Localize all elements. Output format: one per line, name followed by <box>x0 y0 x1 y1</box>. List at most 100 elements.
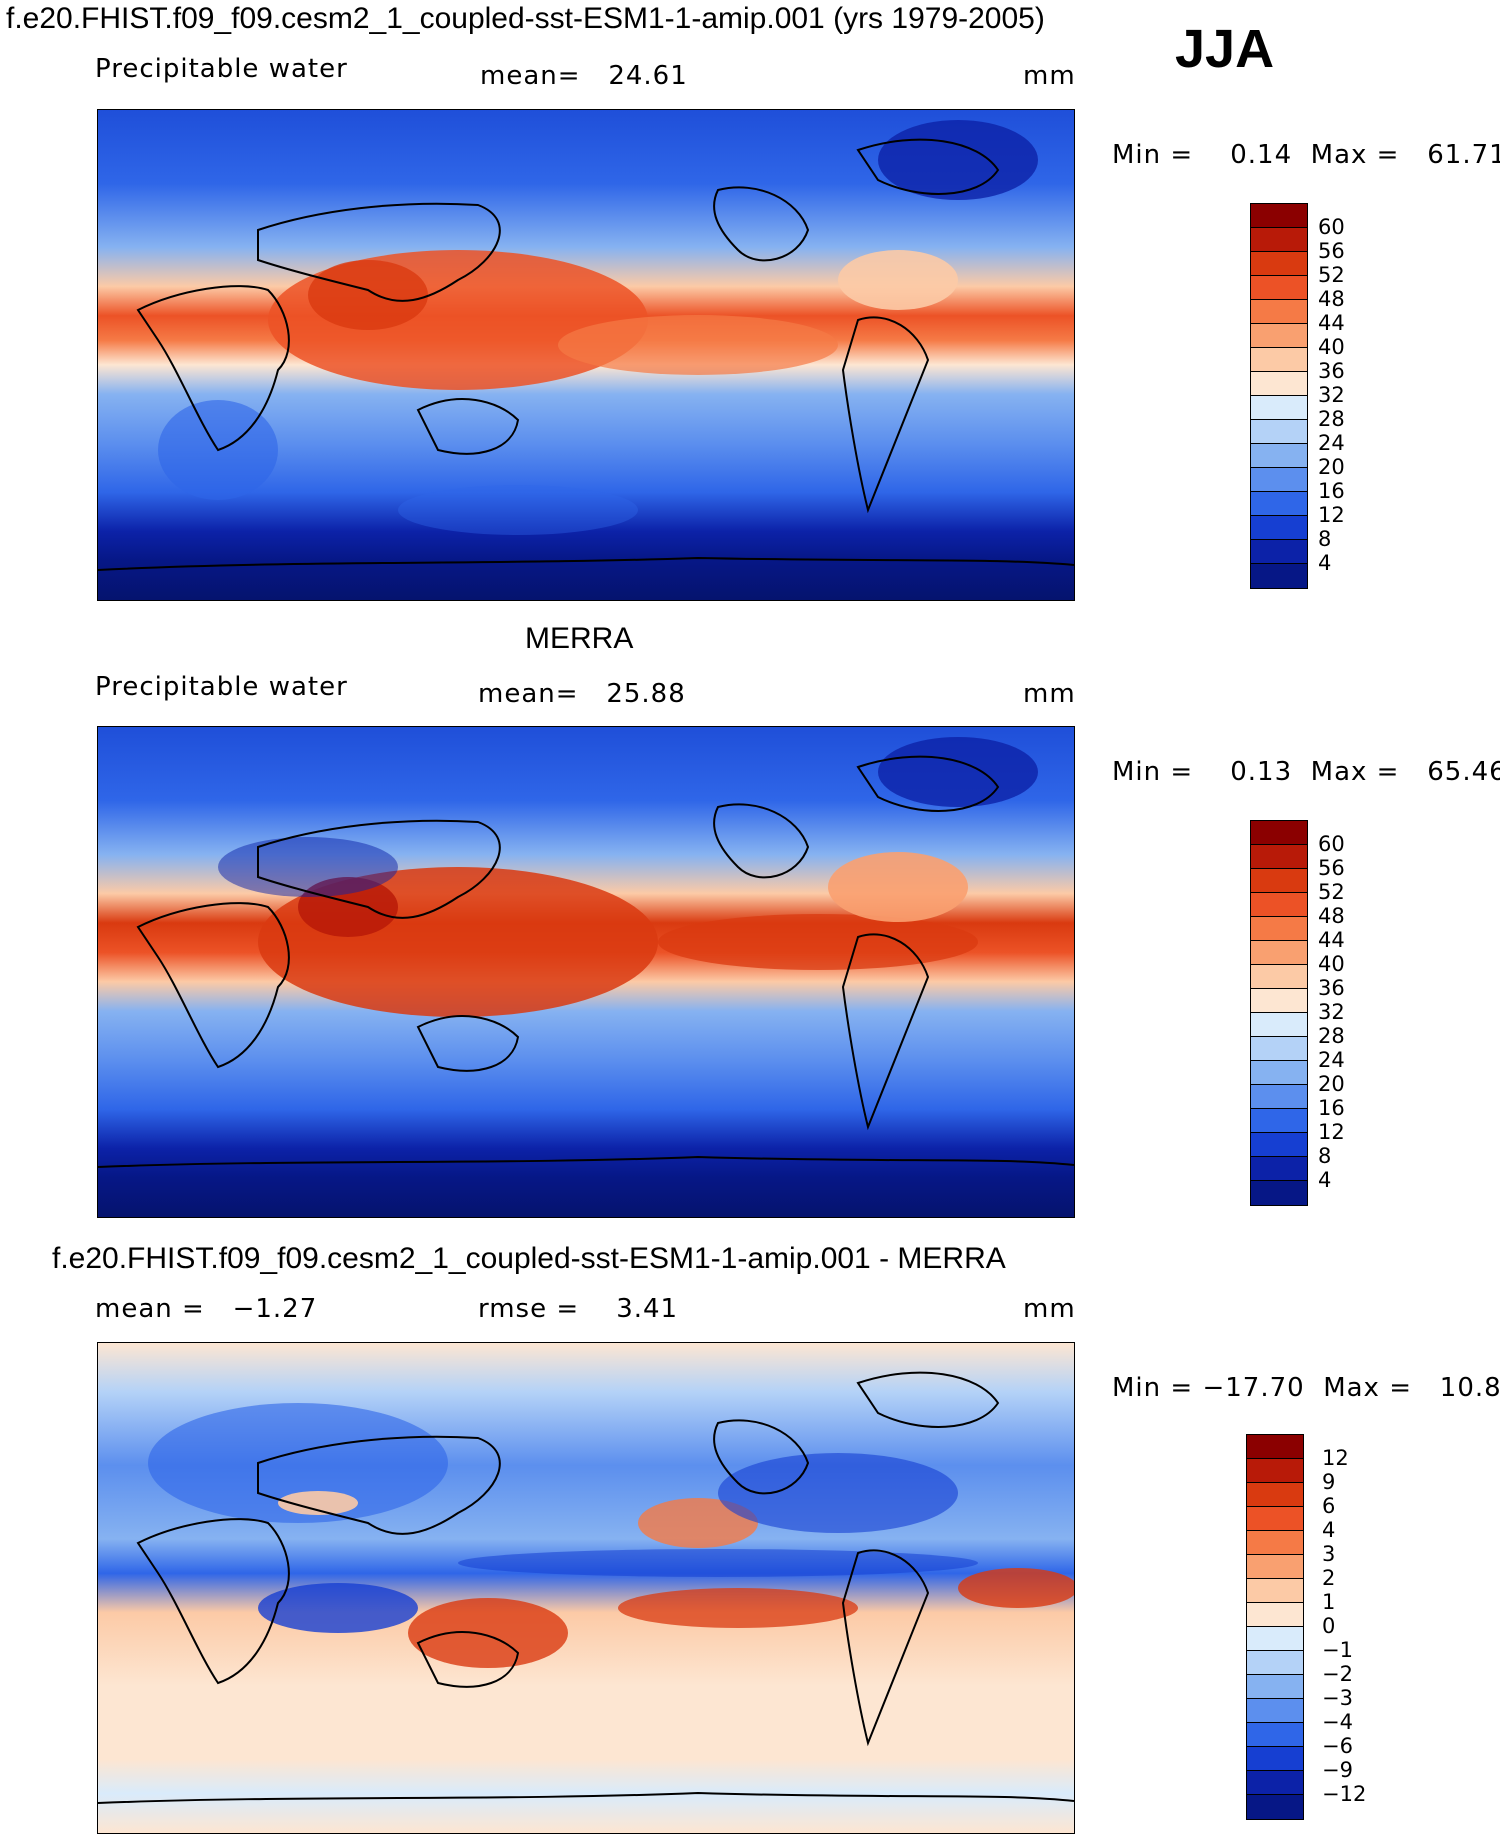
colorbar-swatch <box>1251 1133 1307 1157</box>
colorbar-tick-label: 20 <box>1318 455 1345 479</box>
colorbar-tick-label: 56 <box>1318 239 1345 263</box>
colorbar-swatch <box>1251 1157 1307 1181</box>
colorbar-tick-label: 4 <box>1322 1518 1336 1542</box>
colorbar-swatch <box>1247 1435 1303 1459</box>
colorbar-swatch <box>1247 1651 1303 1675</box>
panel2-map-graphic <box>98 727 1074 1217</box>
colorbar-swatch <box>1247 1459 1303 1483</box>
colorbar-tick-label: 12 <box>1318 1120 1345 1144</box>
colorbar-tick-label: −12 <box>1322 1782 1367 1806</box>
colorbar-swatch <box>1251 845 1307 869</box>
colorbar-tick-label: 16 <box>1318 1096 1345 1120</box>
colorbar-tick-label: 24 <box>1318 431 1345 455</box>
colorbar-tick-label: 44 <box>1318 928 1345 952</box>
colorbar-tick-label: 48 <box>1318 287 1345 311</box>
colorbar-tick-label: −2 <box>1322 1662 1353 1686</box>
colorbar-tick-label: 9 <box>1322 1470 1336 1494</box>
colorbar-tick-label: 52 <box>1318 263 1345 287</box>
colorbar-swatch <box>1251 564 1307 588</box>
panel3-colorbar <box>1246 1434 1304 1820</box>
colorbar-swatch <box>1251 1037 1307 1061</box>
panel1-mean: mean= 24.61 <box>480 61 688 91</box>
colorbar-tick-label: 4 <box>1318 1168 1332 1192</box>
colorbar-tick-label: 16 <box>1318 479 1345 503</box>
colorbar-tick-label: 32 <box>1318 1000 1345 1024</box>
colorbar-swatch <box>1251 1109 1307 1133</box>
colorbar-swatch <box>1251 468 1307 492</box>
colorbar-swatch <box>1247 1603 1303 1627</box>
panel2-colorbar <box>1250 820 1308 1206</box>
colorbar-tick-label: 48 <box>1318 904 1345 928</box>
panel3-rmse: rmse = 3.41 <box>478 1294 679 1324</box>
colorbar-swatch <box>1251 821 1307 845</box>
colorbar-swatch <box>1251 324 1307 348</box>
panel1-colorbar <box>1250 203 1308 589</box>
colorbar-swatch <box>1251 300 1307 324</box>
panel3-mean: mean = −1.27 <box>95 1294 318 1324</box>
panel3-minmax: Min = −17.70 Max = 10.89 <box>1112 1373 1500 1403</box>
colorbar-swatch <box>1251 348 1307 372</box>
colorbar-swatch <box>1251 989 1307 1013</box>
colorbar-swatch <box>1247 1747 1303 1771</box>
colorbar-swatch <box>1251 917 1307 941</box>
colorbar-tick-label: 2 <box>1322 1566 1336 1590</box>
panel1-map <box>97 109 1075 601</box>
colorbar-tick-label: 1 <box>1322 1590 1336 1614</box>
panel3-map <box>97 1342 1075 1834</box>
colorbar-tick-label: 8 <box>1318 1144 1332 1168</box>
colorbar-swatch <box>1251 372 1307 396</box>
colorbar-tick-label: 12 <box>1318 503 1345 527</box>
colorbar-tick-label: 36 <box>1318 976 1345 1000</box>
colorbar-tick-label: 6 <box>1322 1494 1336 1518</box>
colorbar-tick-label: 44 <box>1318 311 1345 335</box>
colorbar-tick-label: −1 <box>1322 1638 1353 1662</box>
colorbar-tick-label: 8 <box>1318 527 1332 551</box>
colorbar-swatch <box>1247 1771 1303 1795</box>
colorbar-tick-label: 32 <box>1318 383 1345 407</box>
colorbar-swatch <box>1247 1723 1303 1747</box>
colorbar-swatch <box>1251 965 1307 989</box>
colorbar-swatch <box>1247 1627 1303 1651</box>
colorbar-swatch <box>1251 1061 1307 1085</box>
colorbar-tick-label: −6 <box>1322 1734 1353 1758</box>
colorbar-tick-label: −4 <box>1322 1710 1353 1734</box>
colorbar-tick-label: −9 <box>1322 1758 1353 1782</box>
colorbar-swatch <box>1251 396 1307 420</box>
colorbar-swatch <box>1247 1555 1303 1579</box>
colorbar-swatch <box>1251 420 1307 444</box>
panel1-field-label: Precipitable water <box>95 54 348 84</box>
panel1-map-graphic <box>98 110 1074 600</box>
panel3-title: f.e20.FHIST.f09_f09.cesm2_1_coupled-sst-… <box>52 1242 1006 1275</box>
colorbar-swatch <box>1251 1085 1307 1109</box>
colorbar-swatch <box>1247 1579 1303 1603</box>
colorbar-swatch <box>1251 540 1307 564</box>
colorbar-tick-label: 12 <box>1322 1446 1349 1470</box>
colorbar-tick-label: 52 <box>1318 880 1345 904</box>
colorbar-tick-label: 40 <box>1318 952 1345 976</box>
colorbar-tick-label: 24 <box>1318 1048 1345 1072</box>
colorbar-swatch <box>1247 1795 1303 1819</box>
colorbar-swatch <box>1247 1675 1303 1699</box>
panel2-minmax: Min = 0.13 Max = 65.46 <box>1112 757 1500 787</box>
panel2-units: mm <box>1023 679 1076 709</box>
panel2-field-label: Precipitable water <box>95 672 348 702</box>
panel1-units: mm <box>1023 61 1076 91</box>
colorbar-swatch <box>1247 1531 1303 1555</box>
panel3-map-graphic <box>98 1343 1074 1833</box>
colorbar-swatch <box>1251 204 1307 228</box>
colorbar-tick-label: 20 <box>1318 1072 1345 1096</box>
colorbar-tick-label: −3 <box>1322 1686 1353 1710</box>
colorbar-tick-label: 60 <box>1318 832 1345 856</box>
case-title: f.e20.FHIST.f09_f09.cesm2_1_coupled-sst-… <box>6 2 1045 35</box>
colorbar-swatch <box>1251 276 1307 300</box>
colorbar-tick-label: 4 <box>1318 551 1332 575</box>
colorbar-swatch <box>1251 1013 1307 1037</box>
colorbar-tick-label: 56 <box>1318 856 1345 880</box>
panel3-units: mm <box>1023 1294 1076 1324</box>
colorbar-swatch <box>1251 252 1307 276</box>
colorbar-swatch <box>1247 1483 1303 1507</box>
colorbar-swatch <box>1251 893 1307 917</box>
season-label: JJA <box>1175 19 1275 79</box>
colorbar-tick-label: 28 <box>1318 407 1345 431</box>
colorbar-swatch <box>1251 869 1307 893</box>
